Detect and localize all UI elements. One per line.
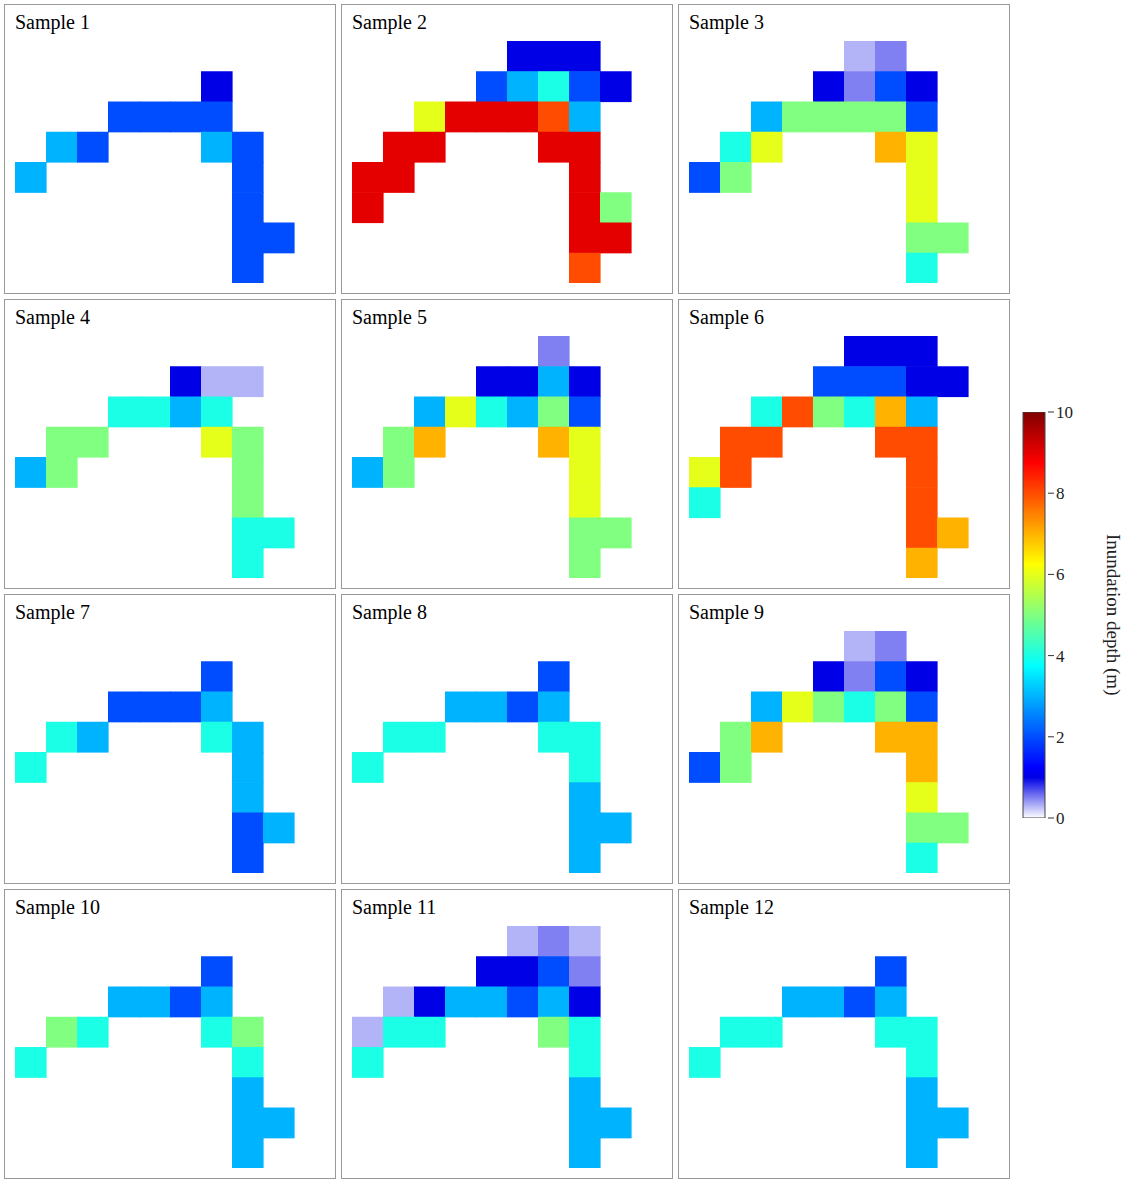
svg-text:4: 4	[1056, 647, 1065, 666]
html-text:Sample 8: Sample 8	[352, 601, 427, 623]
html-text:Sample 12: Sample 12	[689, 896, 774, 918]
html-text:Sample 4: Sample 4	[15, 306, 90, 328]
html-text:Sample 11: Sample 11	[352, 896, 437, 918]
html-text:Sample 7: Sample 7	[15, 601, 90, 623]
svg-text:10: 10	[1056, 403, 1073, 422]
html-text:Inundation depth (m): Inundation depth (m)	[1103, 534, 1124, 696]
html-text:Sample 2: Sample 2	[352, 11, 427, 33]
html-text:Sample 1: Sample 1	[15, 11, 90, 33]
svg-text:2: 2	[1056, 728, 1065, 747]
html-text:Sample 3: Sample 3	[689, 11, 764, 33]
html-text:Sample 6: Sample 6	[689, 306, 764, 328]
html-text:Sample 9: Sample 9	[689, 601, 764, 623]
html-text:Sample 5: Sample 5	[352, 306, 427, 328]
svg-text:8: 8	[1056, 484, 1065, 503]
svg-text:6: 6	[1056, 565, 1065, 584]
html-text:Sample 10: Sample 10	[15, 896, 100, 918]
svg-text:0: 0	[1056, 809, 1065, 828]
